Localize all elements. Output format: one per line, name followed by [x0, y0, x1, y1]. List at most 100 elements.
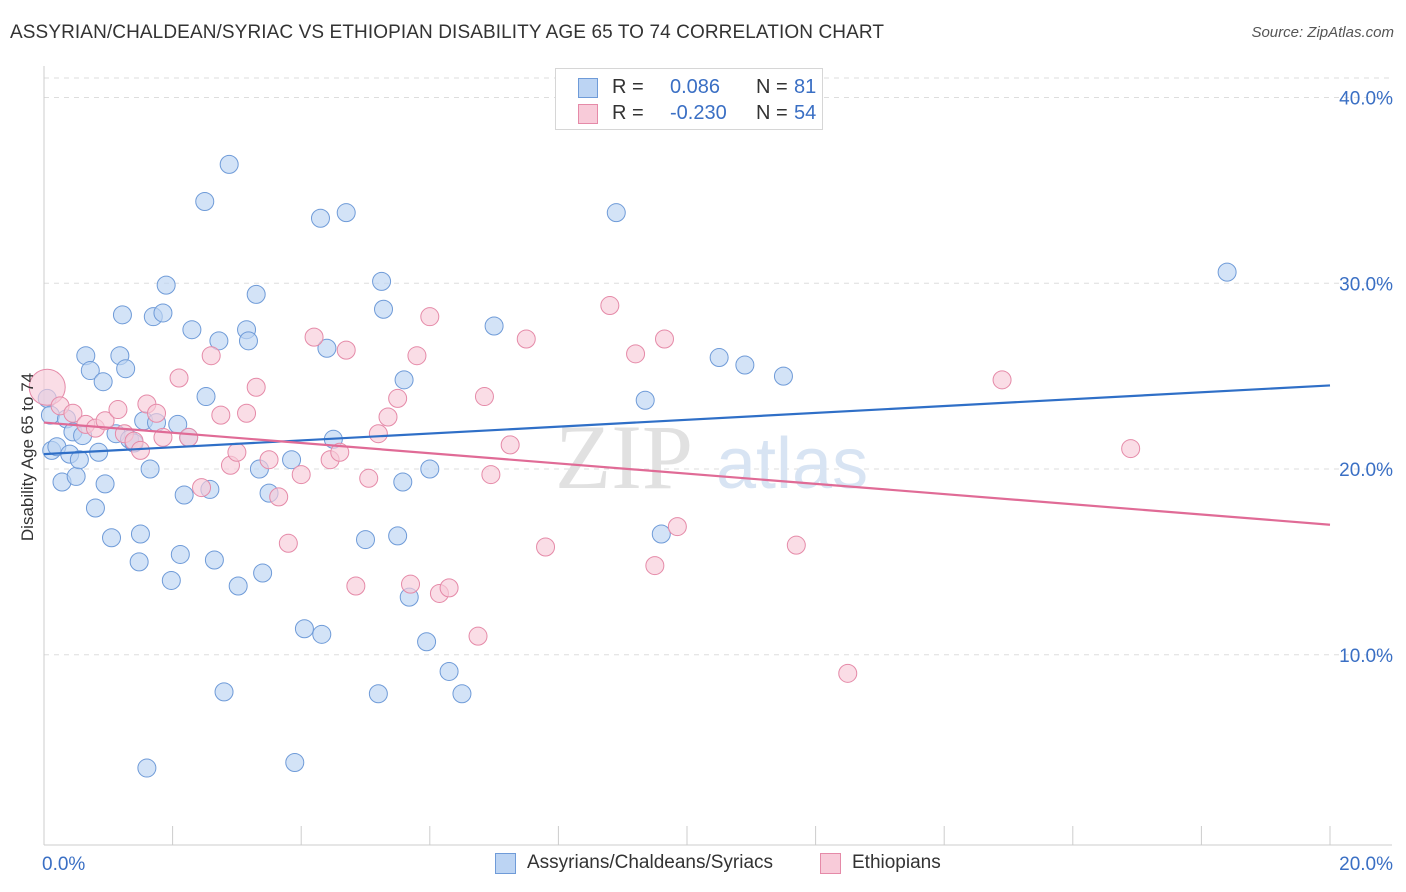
assyrian-point	[85, 498, 105, 518]
legend-r-value: 0.086	[670, 76, 721, 98]
ethiopian-point	[481, 465, 501, 485]
assyrian-point	[452, 684, 472, 704]
assyrian-point	[102, 528, 122, 548]
assyrian-point	[209, 331, 229, 351]
assyrian-point	[214, 682, 234, 702]
assyrian-point	[282, 450, 302, 470]
assyrian-point	[66, 466, 86, 486]
assyrian-point	[130, 524, 150, 544]
ethiopian-point	[786, 535, 806, 555]
ethiopian-point	[304, 327, 324, 347]
ethiopian-point	[330, 442, 350, 462]
assyrian-point	[204, 550, 224, 570]
ethiopian-point	[269, 487, 289, 507]
assyrian-point	[95, 474, 115, 494]
series-ethiopians-points	[28, 296, 1141, 683]
ethiopian-point	[130, 440, 150, 460]
assyrian-point	[484, 316, 504, 336]
assyrian-point	[195, 192, 215, 212]
ethiopian-point	[838, 663, 858, 683]
assyrian-point	[635, 390, 655, 410]
assyrian-point	[112, 305, 132, 325]
x-tick-label: 20.0%	[1339, 854, 1393, 875]
assyrian-point	[394, 370, 414, 390]
series-legend-swatch-blue	[495, 853, 516, 874]
ethiopian-point	[420, 307, 440, 327]
legend-r-label: R =	[612, 102, 644, 124]
ethiopian-point	[259, 450, 279, 470]
assyrian-point	[773, 366, 793, 386]
assyrian-point	[372, 271, 392, 291]
legend-n-label: N =	[756, 76, 788, 98]
assyrian-point	[735, 355, 755, 375]
y-tick-label: 30.0%	[1339, 274, 1393, 295]
assyrian-point	[129, 552, 149, 572]
legend-r-value: -0.230	[670, 102, 727, 124]
y-tick-label: 10.0%	[1339, 646, 1393, 667]
assyrian-point	[153, 303, 173, 323]
assyrian-point	[116, 359, 136, 379]
assyrian-point	[294, 619, 314, 639]
assyrian-point	[137, 758, 157, 778]
assyrian-point	[709, 348, 729, 368]
ethiopian-point	[654, 329, 674, 349]
assyrian-point	[246, 284, 266, 304]
ethiopian-point	[600, 296, 620, 316]
ethiopian-point	[536, 537, 556, 557]
y-tick-label: 40.0%	[1339, 89, 1393, 110]
ethiopian-point	[474, 387, 494, 407]
legend-swatch-pink	[578, 104, 598, 124]
assyrian-point	[1217, 262, 1237, 282]
ethiopian-point	[368, 424, 388, 444]
assyrian-point	[219, 154, 239, 174]
ethiopian-point	[667, 517, 687, 537]
ethiopian-point	[359, 468, 379, 488]
assyrian-point	[606, 203, 626, 223]
assyrian-point	[140, 459, 160, 479]
ethiopian-point	[211, 405, 231, 425]
ethiopian-point	[95, 411, 115, 431]
ethiopian-point	[401, 574, 421, 594]
x-tick-label: 0.0%	[42, 854, 85, 875]
assyrian-point	[368, 684, 388, 704]
ethiopian-point	[378, 407, 398, 427]
ethiopian-point	[291, 465, 311, 485]
ethiopian-point	[500, 435, 520, 455]
ethiopian-point	[237, 403, 257, 423]
assyrian-point	[170, 544, 190, 564]
y-tick-label: 20.0%	[1339, 460, 1393, 481]
ethiopian-point	[201, 346, 221, 366]
ethiopian-point	[407, 346, 427, 366]
assyrian-point	[228, 576, 248, 596]
ethiopian-point	[179, 427, 199, 447]
ethiopian-point	[1121, 439, 1141, 459]
ethiopian-point	[336, 340, 356, 360]
series-legend-swatch-pink	[820, 853, 841, 874]
assyrian-point	[182, 320, 202, 340]
legend-r-label: R =	[612, 76, 644, 98]
assyrian-point	[310, 208, 330, 228]
legend-n-value: 81	[794, 76, 817, 98]
assyrian-point	[93, 372, 113, 392]
assyrian-point	[374, 299, 394, 319]
assyrian-point	[156, 275, 176, 295]
trend-line-assyrians	[43, 384, 1331, 456]
assyrian-point	[420, 459, 440, 479]
assyrian-point	[238, 331, 258, 351]
assyrian-point	[393, 472, 413, 492]
assyrian-point	[196, 387, 216, 407]
chart-title: ASSYRIAN/CHALDEAN/SYRIAC VS ETHIOPIAN DI…	[10, 22, 885, 43]
assyrian-point	[253, 563, 273, 583]
assyrian-point	[312, 624, 332, 644]
watermark: ZIP atlas	[555, 406, 868, 508]
legend-swatch-blue	[578, 78, 598, 98]
ethiopian-point	[192, 478, 212, 498]
series-legend-label: Assyrians/Chaldeans/Syriacs	[527, 852, 774, 873]
assyrian-point	[356, 530, 375, 550]
ethiopian-point	[278, 533, 298, 553]
ethiopian-point	[108, 400, 128, 420]
ethiopian-point	[439, 578, 459, 598]
ethiopian-point	[468, 626, 488, 646]
ethiopian-point	[992, 370, 1012, 390]
